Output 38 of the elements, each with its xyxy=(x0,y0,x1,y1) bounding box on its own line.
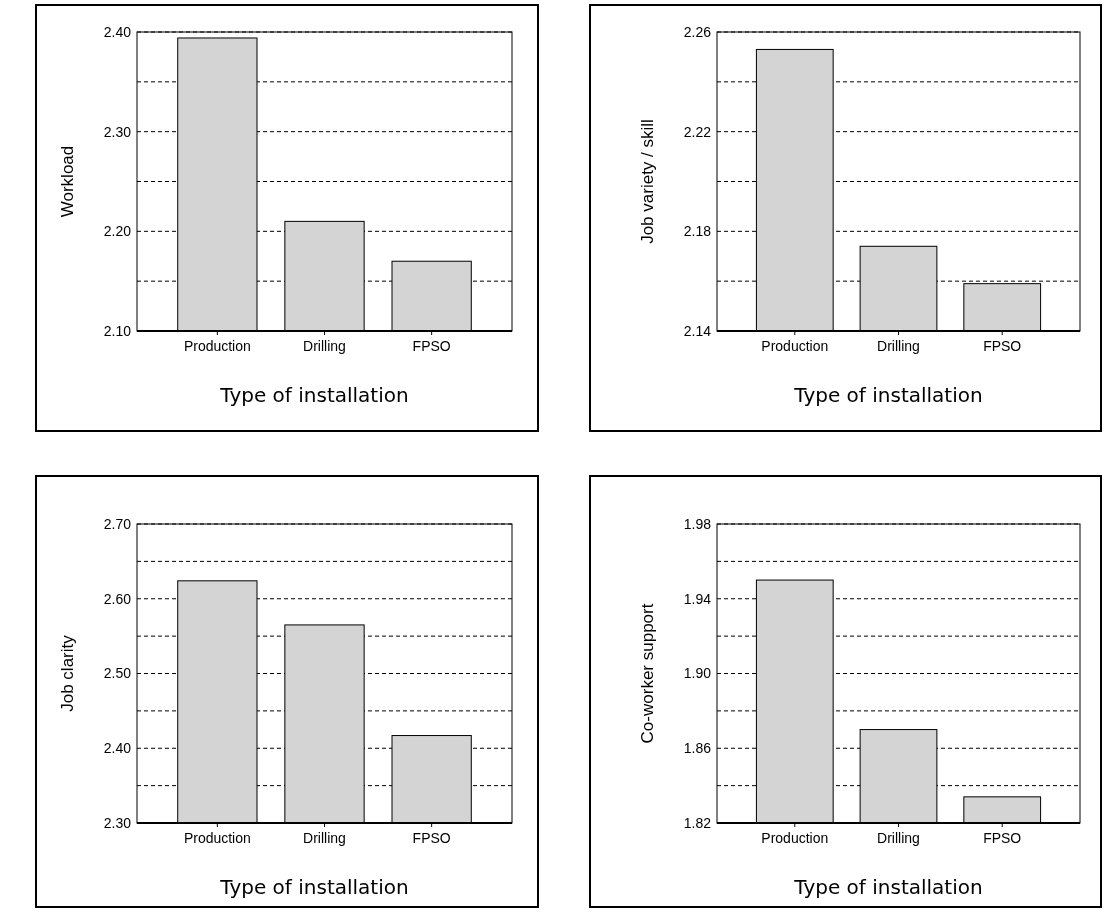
y-tick-label: 1.94 xyxy=(683,590,712,607)
x-tick-label: FPSO xyxy=(983,830,1022,846)
y-axis-title: Co-worker support xyxy=(638,603,657,744)
x-tick-label: Production xyxy=(761,338,829,354)
y-tick-label: 2.50 xyxy=(103,665,132,682)
y-tick-label: 1.98 xyxy=(683,515,712,532)
x-tick-label: FPSO xyxy=(983,338,1022,354)
x-tick-label: Drilling xyxy=(303,830,346,846)
y-tick-label: 2.14 xyxy=(683,322,712,339)
x-tick-label: FPSO xyxy=(412,338,451,354)
y-tick-label: 2.26 xyxy=(683,23,712,40)
x-tick-label: FPSO xyxy=(412,830,451,846)
y-axis-title: Workload xyxy=(58,145,77,218)
y-tick-label: 1.82 xyxy=(683,814,712,831)
y-tick-label: 2.30 xyxy=(103,814,132,831)
y-tick-label: 2.30 xyxy=(103,123,132,140)
y-tick-label: 1.90 xyxy=(683,665,712,682)
x-tick-label: Production xyxy=(183,830,251,846)
x-tick-label: Production xyxy=(183,338,251,354)
x-axis-title: Type of installation xyxy=(793,875,983,899)
y-tick-label: 2.20 xyxy=(103,223,132,240)
y-tick-label: 2.40 xyxy=(103,740,132,757)
x-tick-label: Drilling xyxy=(877,830,920,846)
x-tick-label: Production xyxy=(761,830,829,846)
x-tick-label: Drilling xyxy=(303,338,346,354)
x-axis-title: Type of installation xyxy=(793,383,983,407)
y-axis-title: Job variety / skill xyxy=(638,119,657,244)
y-tick-label: 2.18 xyxy=(683,223,712,240)
x-tick-label: Drilling xyxy=(877,338,920,354)
y-tick-label: 2.70 xyxy=(103,515,132,532)
y-axis-title: Job clarity xyxy=(58,634,77,712)
y-tick-label: 2.10 xyxy=(103,322,132,339)
y-tick-label: 2.40 xyxy=(103,23,132,40)
y-tick-label: 1.86 xyxy=(683,740,712,757)
x-axis-title: Type of installation xyxy=(219,383,409,407)
y-tick-label: 2.22 xyxy=(683,123,712,140)
x-axis-title: Type of installation xyxy=(219,875,409,899)
y-tick-label: 2.60 xyxy=(103,590,132,607)
